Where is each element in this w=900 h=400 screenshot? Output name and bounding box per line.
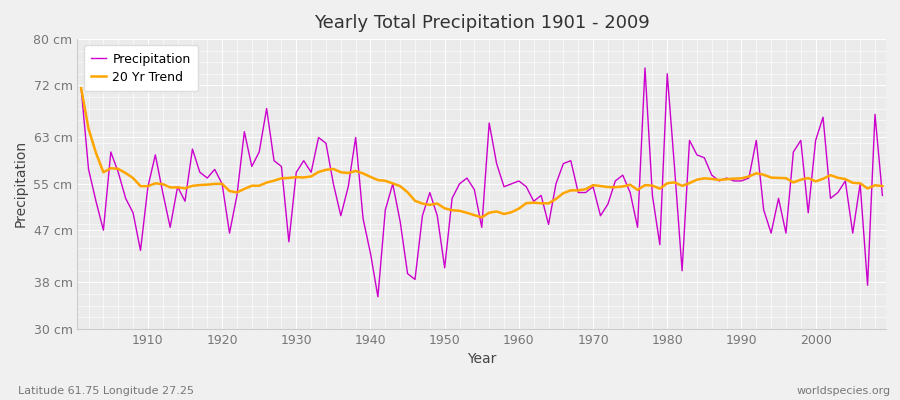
Line: 20 Yr Trend: 20 Yr Trend [81, 88, 882, 217]
20 Yr Trend [476, 215, 487, 220]
Text: Latitude 61.75 Longitude 27.25: Latitude 61.75 Longitude 27.25 [18, 386, 194, 396]
20 Yr Trend [343, 170, 354, 175]
Precipitation [877, 193, 887, 198]
Precipitation [610, 178, 621, 183]
Precipitation [373, 294, 383, 299]
Precipitation [343, 184, 354, 189]
Precipitation [135, 248, 146, 253]
20 Yr Trend [514, 206, 525, 211]
X-axis label: Year: Year [467, 352, 497, 366]
20 Yr Trend [135, 184, 146, 188]
Text: worldspecies.org: worldspecies.org [796, 386, 891, 396]
20 Yr Trend [521, 201, 532, 206]
Legend: Precipitation, 20 Yr Trend: Precipitation, 20 Yr Trend [84, 45, 198, 91]
Title: Yearly Total Precipitation 1901 - 2009: Yearly Total Precipitation 1901 - 2009 [314, 14, 650, 32]
Y-axis label: Precipitation: Precipitation [14, 140, 28, 228]
Precipitation [521, 184, 532, 189]
Line: Precipitation: Precipitation [81, 68, 882, 297]
Precipitation [514, 178, 525, 183]
20 Yr Trend [298, 175, 309, 180]
Precipitation [640, 66, 651, 70]
Precipitation [76, 86, 86, 91]
20 Yr Trend [610, 185, 621, 190]
20 Yr Trend [76, 86, 86, 91]
20 Yr Trend [877, 184, 887, 188]
Precipitation [298, 158, 309, 163]
